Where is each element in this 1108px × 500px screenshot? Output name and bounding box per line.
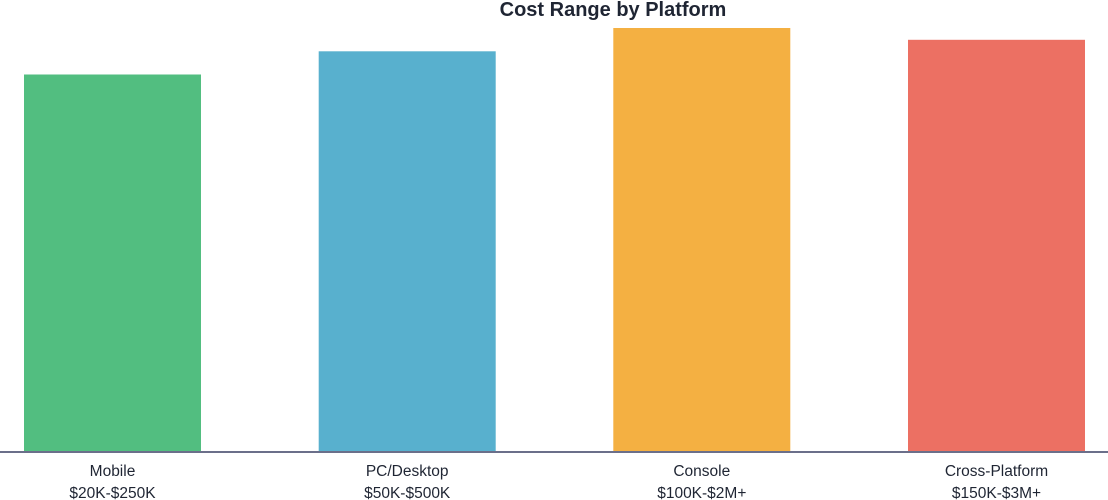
x-tick-label: Console [673, 463, 730, 480]
x-axis-labels: Mobile $20K-$250K PC/Desktop $50K-$500K Cons… [69, 463, 1048, 500]
chart-title: Cost Range by Platform [500, 0, 727, 21]
bar-console [613, 28, 791, 451]
cost-range-label: $20K-$250K [69, 485, 156, 500]
cost-range-label: $150K-$3M+ [952, 485, 1041, 500]
bars-group [24, 28, 1085, 452]
cost-range-label: $100K-$2M+ [657, 485, 746, 500]
bar-cross-platform [908, 39, 1085, 452]
cost-range-label: $50K-$500K [364, 485, 451, 500]
x-tick-label: PC/Desktop [366, 463, 449, 480]
x-tick-label: Mobile [90, 463, 136, 480]
x-tick-label: Cross-Platform [945, 463, 1048, 480]
bar-pc-desktop [318, 51, 496, 452]
bar-mobile [24, 74, 201, 451]
